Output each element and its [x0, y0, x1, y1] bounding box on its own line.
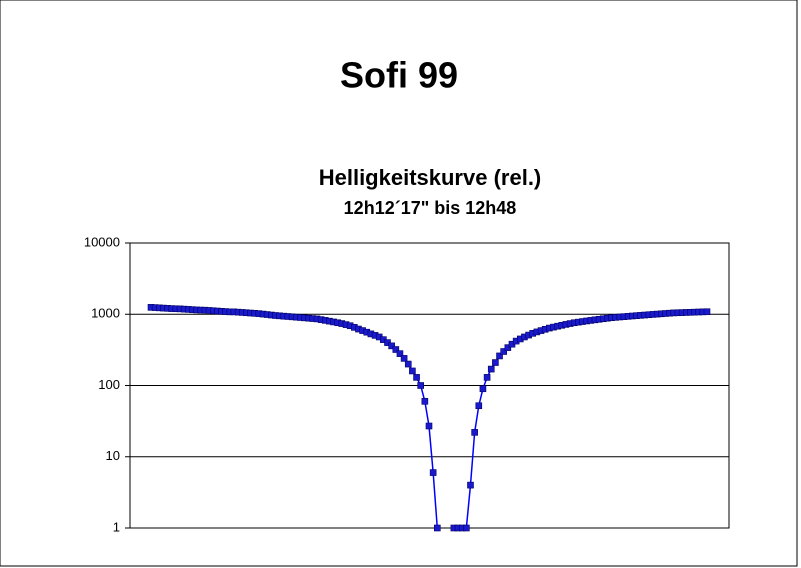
data-point [467, 481, 474, 489]
y-tick-label: 10 [106, 448, 120, 463]
data-point [433, 524, 441, 532]
data-point [421, 398, 429, 405]
data-point [703, 308, 711, 316]
data-point [429, 469, 437, 476]
data-point [417, 382, 425, 389]
chart-subtitle: Helligkeitskurve (rel.) [319, 165, 542, 190]
chart-title: Sofi 99 [340, 55, 458, 96]
data-point [392, 346, 400, 353]
data-point [400, 355, 408, 362]
y-tick-label: 10000 [84, 234, 120, 249]
data-point [492, 359, 499, 366]
data-point [463, 524, 470, 532]
data-point [409, 367, 416, 375]
y-tick-label: 1000 [91, 306, 120, 321]
chart-subtitle: 12h12´17" bis 12h48 [344, 198, 517, 218]
data-point [504, 344, 512, 351]
data-point [425, 422, 433, 430]
data-point [487, 365, 495, 373]
data-point [479, 385, 487, 393]
data-point [388, 342, 395, 350]
data-point [413, 374, 420, 381]
data-point [483, 374, 491, 381]
data-point [500, 348, 507, 355]
data-point [496, 352, 503, 360]
y-tick-label: 100 [98, 377, 120, 392]
data-point [396, 350, 404, 357]
y-tick-label: 1 [113, 519, 120, 534]
data-point [475, 402, 483, 410]
data-point [404, 360, 412, 368]
data-point [471, 429, 478, 436]
